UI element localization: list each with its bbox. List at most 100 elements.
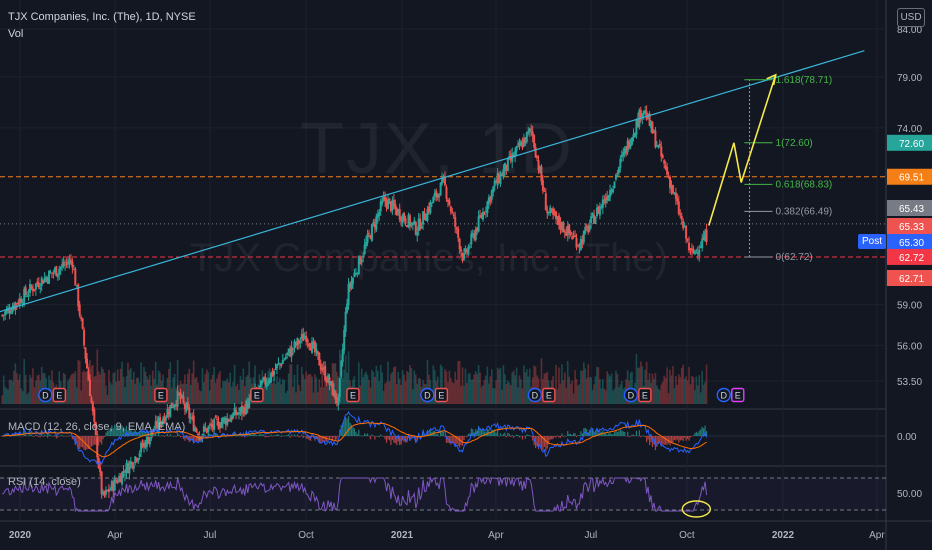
candle-body (90, 397, 93, 403)
volume-bar (495, 380, 497, 404)
volume-bar (30, 377, 33, 404)
candle-body (650, 121, 653, 129)
event-marker-label: E (158, 391, 164, 401)
volume-bar (235, 386, 237, 404)
macd-histogram-bar (540, 436, 543, 450)
candle-body (628, 140, 631, 149)
candle-body (141, 444, 144, 447)
macd-histogram-bar (226, 434, 228, 436)
candle-body (93, 409, 96, 422)
volume-bar (330, 381, 332, 404)
volume-bar (138, 382, 141, 404)
y-tick-label: 56.00 (897, 341, 922, 352)
candle-body (309, 347, 312, 351)
volume-bar (699, 392, 702, 404)
candle-body (179, 392, 182, 400)
y-tick-label: 59.00 (897, 301, 922, 312)
currency-badge[interactable]: USD (897, 8, 925, 27)
volume-bar (704, 381, 706, 404)
macd-histogram-bar (553, 436, 556, 437)
macd-histogram-bar (223, 434, 225, 436)
macd-histogram-bar (368, 435, 370, 437)
macd-label[interactable]: MACD (12, 26, close, 9, EMA, EMA) (8, 421, 186, 433)
macd-histogram-bar (454, 436, 456, 446)
volume-bar (615, 370, 617, 404)
candle-body (128, 462, 131, 474)
volume-bar (404, 381, 407, 404)
volume-bar (328, 378, 331, 404)
volume-bar (32, 368, 34, 404)
macd-histogram-bar (64, 436, 66, 437)
candle-body (677, 201, 680, 215)
macd-histogram-bar (551, 436, 553, 440)
volume-bar (27, 392, 30, 404)
x-tick-label: Apr (107, 530, 123, 541)
macd-line (2, 410, 708, 466)
price-label-box (887, 200, 932, 216)
candle-body (391, 200, 394, 211)
macd-histogram-bar (578, 435, 581, 436)
macd-histogram-bar (49, 435, 52, 436)
candle-body (600, 205, 603, 207)
candle-body (503, 162, 506, 172)
volume-bar (670, 375, 673, 404)
candle-body (236, 413, 239, 415)
macd-histogram-bar (676, 436, 678, 440)
candle-body (410, 222, 413, 226)
volume-bar (362, 377, 364, 404)
volume-bar (299, 391, 302, 404)
candle-body (566, 225, 569, 236)
candle-body (590, 216, 593, 224)
volume-bar (569, 383, 572, 404)
macd-histogram-bar (575, 436, 578, 438)
candle-body (360, 259, 363, 263)
candle-body (343, 330, 346, 351)
candle-body (565, 232, 568, 236)
macd-histogram-bar (112, 428, 114, 436)
macd-pane (0, 410, 886, 466)
candle-body (294, 342, 297, 346)
volume-bar (290, 364, 293, 404)
candle-body (616, 173, 619, 175)
volume-bar (283, 379, 286, 404)
macd-histogram-bar (644, 436, 646, 437)
candle-body (100, 471, 103, 495)
candle-body (318, 352, 321, 366)
candle-body (15, 303, 18, 305)
macd-histogram-bar (529, 435, 531, 436)
macd-histogram-bar (570, 433, 572, 436)
chart-title[interactable]: TJX Companies, Inc. (The), 1D, NYSE (8, 11, 196, 23)
candle-body (188, 407, 191, 419)
candle-body (112, 481, 115, 492)
rsi-label[interactable]: RSI (14, close) (8, 476, 81, 488)
volume-bar (566, 361, 569, 404)
macd-histogram-bar (317, 436, 319, 440)
candle-body (648, 113, 651, 126)
candle-body (471, 233, 474, 235)
candle-body (277, 362, 280, 364)
macd-histogram-bar (1, 436, 3, 437)
volume-bar (17, 379, 20, 404)
volume-bar (239, 375, 242, 404)
macd-histogram-bar (120, 428, 122, 436)
macd-histogram-bar (206, 436, 208, 437)
volume-bar (322, 387, 325, 404)
macd-histogram-bar (89, 436, 91, 450)
volume-label[interactable]: Vol (8, 28, 24, 40)
candle-body (585, 225, 588, 227)
macd-histogram-bar (383, 436, 385, 437)
candle-body (72, 268, 75, 270)
macd-histogram-bar (247, 436, 249, 437)
macd-histogram-bar (203, 434, 205, 436)
macd-histogram-bar (67, 436, 69, 437)
volume-bar (80, 390, 82, 404)
candle-body (619, 158, 622, 168)
candle-body (67, 263, 70, 265)
volume-bar (609, 376, 611, 404)
macd-histogram-bar (521, 436, 524, 440)
volume-bar (696, 385, 699, 404)
candle-body (673, 192, 676, 194)
candle-body (172, 406, 175, 408)
volume-bar (187, 373, 189, 404)
